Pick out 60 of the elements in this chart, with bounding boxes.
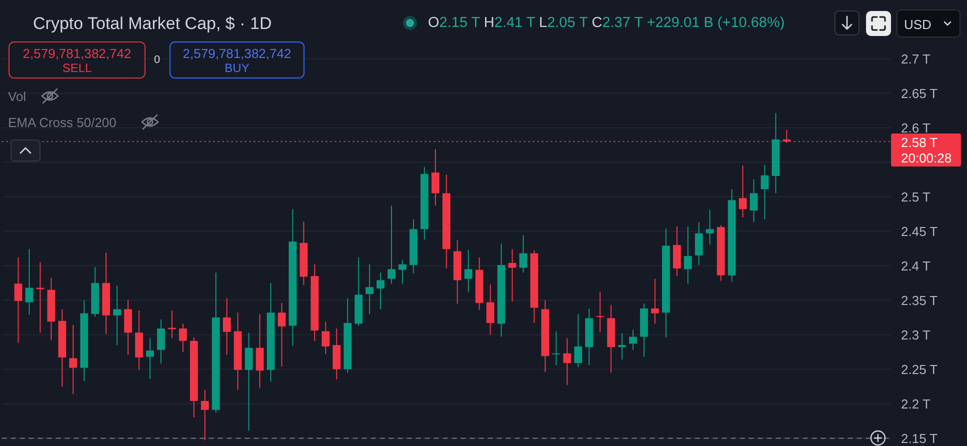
candlestick xyxy=(366,264,374,314)
text: USD xyxy=(904,16,932,32)
candlestick xyxy=(278,302,286,367)
annotation: BUY xyxy=(224,61,250,75)
annotation: SELL xyxy=(62,61,92,75)
candlestick xyxy=(398,260,406,284)
candlestick xyxy=(157,319,165,364)
chart-title: Crypto Total Market Cap, $ · 1D xyxy=(33,14,272,32)
candlestick xyxy=(651,278,659,324)
y-tick-label: 2.25 T xyxy=(901,362,938,377)
candlestick xyxy=(552,330,560,366)
candlestick xyxy=(519,234,528,274)
y-tick-label: 2.65 T xyxy=(901,86,938,101)
candlestick xyxy=(750,178,758,223)
candlestick xyxy=(25,248,34,316)
candlestick xyxy=(629,329,637,350)
candlestick xyxy=(672,226,681,277)
candlestick xyxy=(322,321,330,355)
text: O2.15 T H2.41 T L2.05 T C2.37 T +229.01 B (+10.68%) xyxy=(428,15,785,31)
candlestick xyxy=(508,248,516,302)
y-tick-label: 2.45 T xyxy=(901,224,938,239)
y-tick-label: 2.4 T xyxy=(901,258,930,274)
candlestick xyxy=(124,300,132,356)
candlestick xyxy=(146,338,154,380)
candlestick xyxy=(200,389,209,441)
candlestick xyxy=(618,332,626,360)
candlestick xyxy=(464,249,472,292)
candlestick xyxy=(760,164,769,220)
y-tick-label: 2.6 T xyxy=(901,120,930,136)
candlestick xyxy=(376,272,384,310)
annotation: 2,579,781,382,742 xyxy=(22,46,132,60)
y-tick-label: 2.2 T xyxy=(901,396,930,412)
candlestick xyxy=(14,256,22,344)
candlestick xyxy=(738,165,747,218)
candlestick xyxy=(178,323,187,352)
y-tick-label: 2.3 T xyxy=(901,327,930,342)
y-tick-label: 2.15 T xyxy=(901,430,938,446)
candlestick xyxy=(113,285,122,346)
candlestick xyxy=(244,332,253,432)
candlestick xyxy=(388,205,396,284)
candlestick xyxy=(684,226,692,284)
candlestick xyxy=(69,324,78,395)
candlestick xyxy=(431,148,440,206)
y-tick-label: 2.35 T xyxy=(901,292,938,308)
candlestick xyxy=(694,222,703,266)
annotation: 2,579,781,382,742 xyxy=(182,46,292,60)
annotation: Vol xyxy=(8,88,26,104)
candlestick xyxy=(596,291,604,332)
candlestick xyxy=(256,314,264,388)
candlestick xyxy=(574,314,582,368)
annotation: 0 xyxy=(154,54,160,66)
annotation: EMA Cross 50/200 xyxy=(8,114,116,130)
ref-line-label: 2.58 T xyxy=(901,134,938,150)
candlestick xyxy=(486,284,494,336)
candlestick xyxy=(563,338,572,386)
y-tick-label: 2.7 T xyxy=(901,51,930,66)
text: 20:00:28 xyxy=(901,150,952,165)
candlestick xyxy=(706,209,714,245)
y-tick-label: 2.5 T xyxy=(901,189,930,204)
candlestick xyxy=(222,298,231,356)
